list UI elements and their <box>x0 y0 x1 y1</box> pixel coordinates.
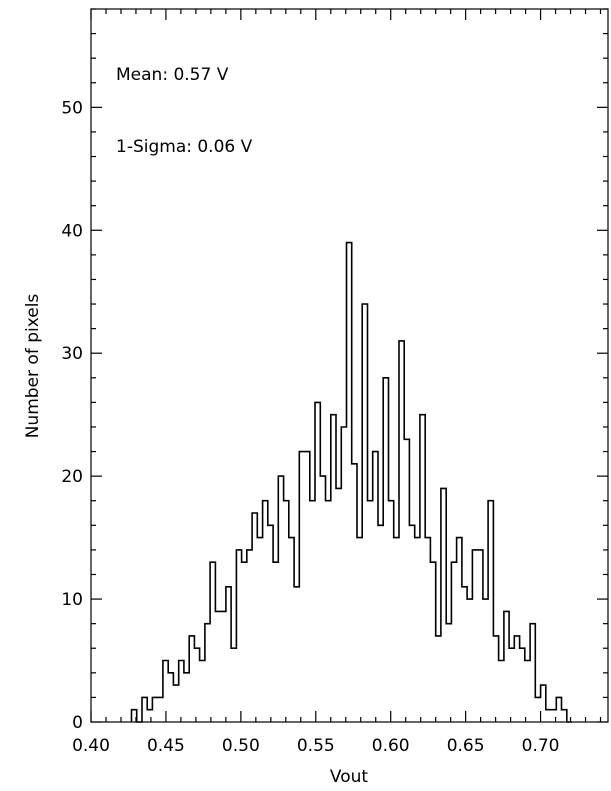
y-tick-labels: 0 10 20 30 40 50 <box>61 98 83 733</box>
annotation-mean: Mean: 0.57 V <box>116 65 229 85</box>
annotation-sigma: 1-Sigma: 0.06 V <box>116 137 253 157</box>
y-tick-label: 50 <box>61 98 83 118</box>
y-tick-label: 20 <box>61 467 83 487</box>
x-tick-label: 0.55 <box>297 736 335 756</box>
axis-ticks <box>90 8 608 723</box>
y-tick-label: 40 <box>61 221 83 241</box>
x-tick-label: 0.40 <box>72 736 110 756</box>
y-tick-label: 30 <box>61 344 83 364</box>
x-tick-labels: 0.40 0.45 0.50 0.55 0.60 0.65 0.70 <box>72 736 559 756</box>
x-tick-label: 0.70 <box>522 736 560 756</box>
x-tick-label: 0.60 <box>372 736 410 756</box>
y-axis-title: Number of pixels <box>23 294 43 439</box>
x-tick-label: 0.50 <box>222 736 260 756</box>
y-tick-label: 0 <box>72 713 83 733</box>
x-axis-title: Vout <box>330 767 368 787</box>
y-tick-label: 10 <box>61 590 83 610</box>
x-tick-label: 0.45 <box>147 736 185 756</box>
x-tick-label: 0.65 <box>447 736 485 756</box>
histogram-series <box>130 241 572 723</box>
plot-frame <box>90 8 609 723</box>
